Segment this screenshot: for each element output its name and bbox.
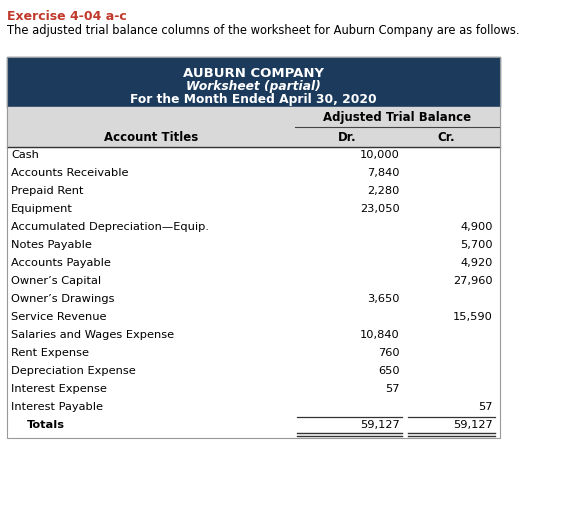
- Text: Accounts Receivable: Accounts Receivable: [11, 168, 129, 178]
- Text: 59,127: 59,127: [453, 420, 493, 430]
- Text: Interest Payable: Interest Payable: [11, 402, 103, 412]
- Text: 4,900: 4,900: [460, 222, 493, 232]
- Text: Owner’s Capital: Owner’s Capital: [11, 276, 101, 286]
- Text: 59,127: 59,127: [360, 420, 400, 430]
- Bar: [7, 57, 500, 107]
- Text: 760: 760: [378, 348, 400, 358]
- Text: 10,000: 10,000: [360, 150, 400, 160]
- Text: 23,050: 23,050: [360, 204, 400, 214]
- Text: Cr.: Cr.: [438, 131, 455, 144]
- Text: Totals: Totals: [27, 420, 65, 430]
- Text: 27,960: 27,960: [453, 276, 493, 286]
- Text: Worksheet (partial): Worksheet (partial): [186, 80, 321, 93]
- Text: Exercise 4-04 a-c: Exercise 4-04 a-c: [7, 10, 127, 23]
- Text: Interest Expense: Interest Expense: [11, 384, 107, 394]
- Text: 7,840: 7,840: [368, 168, 400, 178]
- Text: 5,700: 5,700: [460, 240, 493, 250]
- Text: Depreciation Expense: Depreciation Expense: [11, 366, 136, 376]
- Text: 15,590: 15,590: [453, 312, 493, 322]
- Text: Salaries and Wages Expense: Salaries and Wages Expense: [11, 330, 174, 340]
- Text: 4,920: 4,920: [461, 258, 493, 268]
- Bar: [7, 127, 500, 147]
- Text: 2,280: 2,280: [368, 186, 400, 196]
- Text: For the Month Ended April 30, 2020: For the Month Ended April 30, 2020: [130, 93, 377, 106]
- Text: The adjusted trial balance columns of the worksheet for Auburn Company are as fo: The adjusted trial balance columns of th…: [7, 24, 519, 37]
- Text: Cash: Cash: [11, 150, 39, 160]
- Text: Prepaid Rent: Prepaid Rent: [11, 186, 84, 196]
- Text: 57: 57: [386, 384, 400, 394]
- Text: Notes Payable: Notes Payable: [11, 240, 92, 250]
- Text: 3,650: 3,650: [368, 294, 400, 304]
- Text: Accumulated Depreciation—Equip.: Accumulated Depreciation—Equip.: [11, 222, 209, 232]
- Text: 10,840: 10,840: [360, 330, 400, 340]
- Text: Adjusted Trial Balance: Adjusted Trial Balance: [323, 111, 471, 124]
- Text: Rent Expense: Rent Expense: [11, 348, 89, 358]
- Text: 57: 57: [479, 402, 493, 412]
- Text: 650: 650: [378, 366, 400, 376]
- Text: Accounts Payable: Accounts Payable: [11, 258, 111, 268]
- Bar: [7, 57, 500, 438]
- Text: Account Titles: Account Titles: [104, 131, 198, 144]
- Bar: [7, 107, 500, 127]
- Text: Owner’s Drawings: Owner’s Drawings: [11, 294, 114, 304]
- Text: AUBURN COMPANY: AUBURN COMPANY: [183, 67, 324, 80]
- Text: Service Revenue: Service Revenue: [11, 312, 106, 322]
- Text: Equipment: Equipment: [11, 204, 73, 214]
- Text: Dr.: Dr.: [338, 131, 357, 144]
